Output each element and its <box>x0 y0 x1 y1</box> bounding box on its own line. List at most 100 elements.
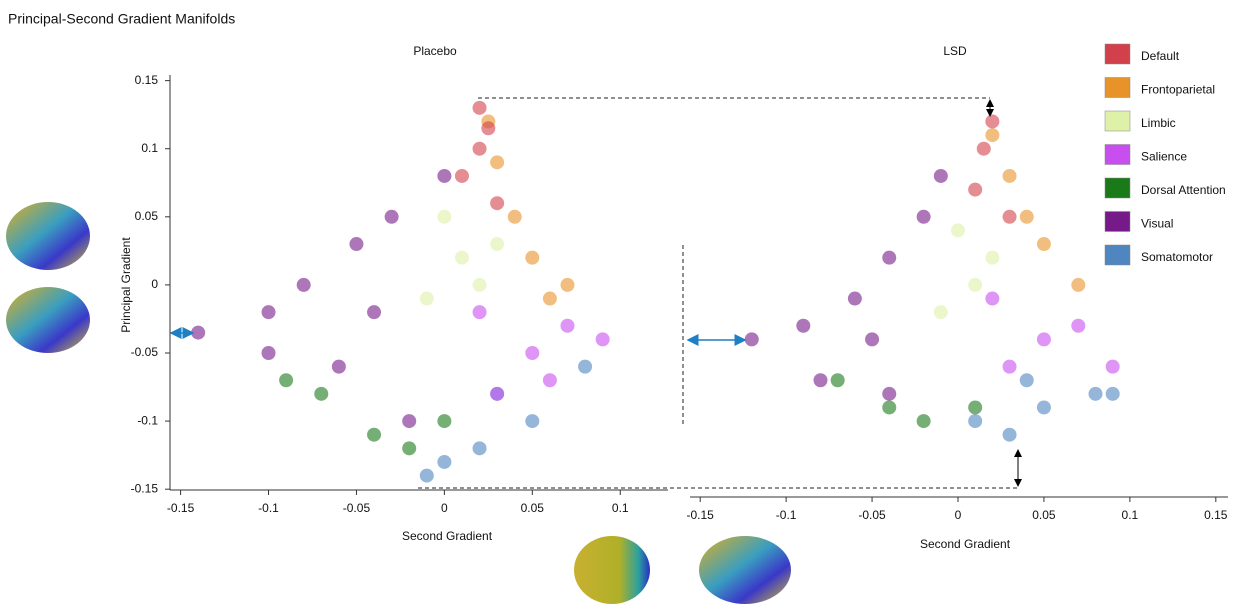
scatter-point <box>437 455 451 469</box>
scatter-point <box>917 210 931 224</box>
scatter-point <box>297 278 311 292</box>
x-tick-label: 0 <box>955 508 962 522</box>
scatter-point <box>1003 428 1017 442</box>
x-tick-label: 0.05 <box>1032 508 1056 522</box>
scatter-point <box>1071 278 1085 292</box>
y-tick-label: -0.05 <box>131 345 159 359</box>
scatter-point <box>951 223 965 237</box>
legend-swatch <box>1105 111 1130 131</box>
x-tick-label: -0.15 <box>687 508 715 522</box>
scatter-point <box>848 292 862 306</box>
scatter-point <box>882 400 896 414</box>
y-tick-label: -0.15 <box>131 481 159 495</box>
legend-swatch <box>1105 145 1130 165</box>
x-tick-label: -0.05 <box>343 501 371 515</box>
scatter-point <box>1037 332 1051 346</box>
scatter-point <box>262 346 276 360</box>
legend-swatch <box>1105 44 1130 64</box>
scatter-point <box>1003 169 1017 183</box>
scatter-point <box>314 387 328 401</box>
scatter-point <box>332 360 346 374</box>
scatter-point <box>473 278 487 292</box>
scatter-point <box>977 142 991 156</box>
scatter-point <box>1037 237 1051 251</box>
x-tick-label: 0.15 <box>1204 508 1228 522</box>
scatter-point <box>917 414 931 428</box>
scatter-point <box>1003 210 1017 224</box>
scatter-point <box>262 305 276 319</box>
scatter-point <box>796 319 810 333</box>
x-tick-label: 0.1 <box>1122 508 1139 522</box>
scatter-point <box>525 251 539 265</box>
scatter-point <box>279 373 293 387</box>
scatter-point <box>1020 210 1034 224</box>
scatter-point <box>1106 387 1120 401</box>
scatter-point <box>490 155 504 169</box>
scatter-point <box>473 101 487 115</box>
scatter-point <box>473 305 487 319</box>
x-tick-label: 0.05 <box>521 501 545 515</box>
scatter-point <box>985 128 999 142</box>
scatter-point <box>525 414 539 428</box>
scatter-point <box>968 400 982 414</box>
legend-label: Somatomotor <box>1141 250 1213 264</box>
y-tick-label: -0.1 <box>137 413 158 427</box>
scatter-point <box>882 387 896 401</box>
brain-image <box>6 202 90 270</box>
scatter-point <box>814 373 828 387</box>
scatter-point <box>934 169 948 183</box>
scatter-point <box>402 441 416 455</box>
scatter-point <box>1003 360 1017 374</box>
x-axis-label: Second Gradient <box>402 529 493 543</box>
x-tick-label: 0.1 <box>612 501 629 515</box>
y-tick-label: 0.15 <box>135 73 159 87</box>
scatter-point <box>968 414 982 428</box>
scatter-point <box>831 373 845 387</box>
scatter-point <box>525 346 539 360</box>
scatter-point <box>437 169 451 183</box>
legend-swatch <box>1105 178 1130 198</box>
chart-title: LSD <box>943 44 967 58</box>
scatter-point <box>367 428 381 442</box>
legend-label: Default <box>1141 49 1180 63</box>
scatter-point <box>865 332 879 346</box>
scatter-point <box>934 305 948 319</box>
scatter-point <box>402 414 416 428</box>
y-tick-label: 0.1 <box>141 141 158 155</box>
brain-image <box>699 536 791 604</box>
scatter-point <box>543 373 557 387</box>
chart-title: Placebo <box>413 44 457 58</box>
brain-image <box>574 536 650 604</box>
y-axis-label: Principal Gradient <box>119 237 133 333</box>
x-tick-label: 0 <box>441 501 448 515</box>
legend-swatch <box>1105 245 1130 265</box>
x-tick-label: -0.15 <box>167 501 195 515</box>
scatter-point <box>490 387 504 401</box>
legend-swatch <box>1105 212 1130 232</box>
legend-label: Frontoparietal <box>1141 83 1215 97</box>
legend-swatch <box>1105 78 1130 98</box>
scatter-point <box>578 360 592 374</box>
scatter-point <box>968 278 982 292</box>
scatter-point <box>490 196 504 210</box>
scatter-point <box>1071 319 1085 333</box>
legend-label: Salience <box>1141 150 1187 164</box>
brain-image <box>6 287 90 353</box>
scatter-point <box>985 114 999 128</box>
plot-layer <box>191 101 1120 483</box>
figure-title: Principal-Second Gradient Manifolds <box>8 11 235 27</box>
scatter-point <box>745 332 759 346</box>
scatter-point <box>367 305 381 319</box>
scatter-point <box>596 332 610 346</box>
scatter-point <box>1106 360 1120 374</box>
legend-label: Dorsal Attention <box>1141 183 1226 197</box>
scatter-point <box>882 251 896 265</box>
scatter-point <box>1020 373 1034 387</box>
scatter-point <box>473 441 487 455</box>
scatter-point <box>437 414 451 428</box>
scatter-point <box>437 210 451 224</box>
figure: Principal-Second Gradient Manifolds Plac… <box>0 0 1251 609</box>
y-tick-label: 0.05 <box>135 209 159 223</box>
scatter-point <box>420 292 434 306</box>
scatter-point <box>1089 387 1103 401</box>
